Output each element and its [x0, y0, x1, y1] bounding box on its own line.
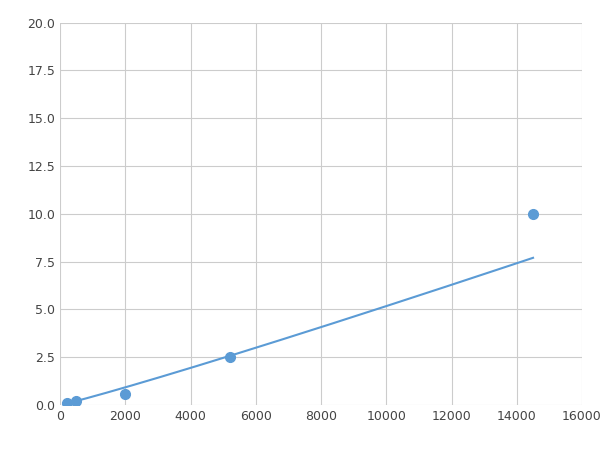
Point: [62, 400, 71, 407]
Point: [528, 210, 538, 217]
Point: [71, 398, 81, 405]
Point: [121, 390, 130, 397]
Point: [225, 354, 235, 361]
